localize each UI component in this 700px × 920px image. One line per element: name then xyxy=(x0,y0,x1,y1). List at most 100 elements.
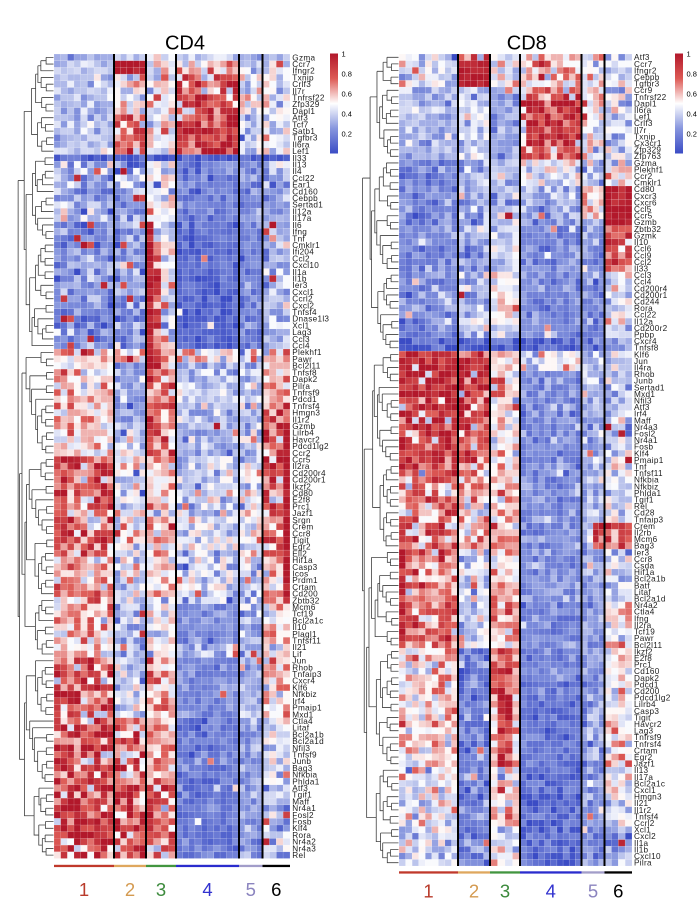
svg-text:Hmgn3: Hmgn3 xyxy=(634,793,662,802)
svg-text:Nr4a3: Nr4a3 xyxy=(292,844,316,853)
svg-text:Tnfsf8: Tnfsf8 xyxy=(634,344,659,353)
svg-text:0.4: 0.4 xyxy=(342,109,352,118)
svg-text:Il12a: Il12a xyxy=(634,317,653,326)
svg-text:Il2rb: Il2rb xyxy=(634,529,652,538)
svg-text:Ccl3: Ccl3 xyxy=(292,335,310,344)
svg-text:Mxd1: Mxd1 xyxy=(292,710,313,719)
svg-text:2: 2 xyxy=(125,879,135,900)
svg-text:Ccr5: Ccr5 xyxy=(292,456,311,465)
svg-text:Klf6: Klf6 xyxy=(292,683,307,692)
svg-text:0.6: 0.6 xyxy=(342,89,352,98)
svg-text:Ikzf2: Ikzf2 xyxy=(634,647,653,656)
svg-text:Atf3: Atf3 xyxy=(292,784,308,793)
svg-text:Cd200r4: Cd200r4 xyxy=(292,469,326,478)
svg-text:Phlda1: Phlda1 xyxy=(634,489,661,498)
svg-text:Ccr9: Ccr9 xyxy=(634,86,653,95)
svg-text:Maff: Maff xyxy=(634,416,651,425)
svg-text:Csda: Csda xyxy=(634,562,654,571)
svg-text:Pdcd1: Pdcd1 xyxy=(634,680,659,689)
svg-text:1: 1 xyxy=(342,49,346,58)
svg-text:Havcr2: Havcr2 xyxy=(634,720,662,729)
svg-text:Fosl2: Fosl2 xyxy=(292,811,314,820)
svg-text:Nfkbiz: Nfkbiz xyxy=(634,482,659,491)
svg-text:Prdm1: Prdm1 xyxy=(292,576,318,585)
svg-text:1: 1 xyxy=(687,49,691,58)
svg-text:Hif1a: Hif1a xyxy=(292,556,313,565)
svg-text:Gzmk: Gzmk xyxy=(634,231,657,240)
svg-text:Bag3: Bag3 xyxy=(634,542,654,551)
svg-text:Tnfrsf4: Tnfrsf4 xyxy=(292,402,320,411)
svg-text:Ifngr2: Ifngr2 xyxy=(292,67,315,76)
svg-text:Tcf19: Tcf19 xyxy=(292,610,313,619)
svg-text:Cmklr1: Cmklr1 xyxy=(634,179,662,188)
svg-text:Cx3cr1: Cx3cr1 xyxy=(634,139,662,148)
svg-text:Il7r: Il7r xyxy=(292,87,305,96)
svg-text:Fosb: Fosb xyxy=(292,818,312,827)
svg-text:E2f8: E2f8 xyxy=(634,654,652,663)
svg-text:Cxcl10: Cxcl10 xyxy=(634,852,661,861)
svg-text:0.6: 0.6 xyxy=(687,89,697,98)
svg-text:Nfkbiz: Nfkbiz xyxy=(292,690,317,699)
svg-text:Satb1: Satb1 xyxy=(292,127,315,136)
svg-text:Pilra: Pilra xyxy=(634,859,652,868)
svg-text:Il10: Il10 xyxy=(634,238,649,247)
svg-text:Prc1: Prc1 xyxy=(292,502,310,511)
svg-text:Zfp329: Zfp329 xyxy=(292,100,319,109)
svg-text:Il12a: Il12a xyxy=(292,207,311,216)
svg-text:Mxd1: Mxd1 xyxy=(634,390,655,399)
svg-text:Litaf: Litaf xyxy=(634,588,651,597)
svg-text:Crlf3: Crlf3 xyxy=(292,80,311,89)
svg-text:Ccl2: Ccl2 xyxy=(292,254,310,263)
svg-text:Cd80: Cd80 xyxy=(292,489,313,498)
svg-text:Irf4: Irf4 xyxy=(292,697,305,706)
svg-text:Nr4a2: Nr4a2 xyxy=(634,601,658,610)
svg-text:Sertad1: Sertad1 xyxy=(634,383,665,392)
svg-text:Klf6: Klf6 xyxy=(634,350,649,359)
svg-text:Srgn: Srgn xyxy=(292,516,311,525)
svg-text:E2f8: E2f8 xyxy=(292,496,310,505)
svg-text:Tnfsf8: Tnfsf8 xyxy=(292,368,317,377)
svg-text:Tnfrsf22: Tnfrsf22 xyxy=(634,93,667,102)
svg-text:Rora: Rora xyxy=(634,304,653,313)
svg-text:Il33: Il33 xyxy=(634,264,649,273)
svg-text:Nr4a1: Nr4a1 xyxy=(634,436,658,445)
svg-text:Tnfsf9: Tnfsf9 xyxy=(292,750,317,759)
svg-text:Tnfrsf4: Tnfrsf4 xyxy=(634,740,662,749)
svg-text:Gzma: Gzma xyxy=(634,159,657,168)
svg-text:Il4ra: Il4ra xyxy=(634,363,652,372)
svg-text:Ccr8: Ccr8 xyxy=(292,529,311,538)
svg-text:Xcl1: Xcl1 xyxy=(634,826,651,835)
svg-text:Icos: Icos xyxy=(292,569,308,578)
svg-text:Bcl2l11: Bcl2l11 xyxy=(292,362,320,371)
svg-text:Lef1: Lef1 xyxy=(634,113,651,122)
svg-text:Cmklr1: Cmklr1 xyxy=(292,241,320,250)
svg-text:Tnfsf4: Tnfsf4 xyxy=(634,812,659,821)
svg-text:Rora: Rora xyxy=(292,831,311,840)
svg-text:Ccl2: Ccl2 xyxy=(634,258,652,267)
svg-text:Zbtb32: Zbtb32 xyxy=(634,225,661,234)
svg-text:Cxcl2: Cxcl2 xyxy=(292,301,314,310)
svg-text:Il4: Il4 xyxy=(292,167,302,176)
svg-text:Il6: Il6 xyxy=(292,221,302,230)
svg-text:Egr2: Egr2 xyxy=(292,543,311,552)
svg-text:Klf4: Klf4 xyxy=(292,824,307,833)
svg-text:Xcl1: Xcl1 xyxy=(292,321,309,330)
svg-text:Sertad1: Sertad1 xyxy=(292,201,323,210)
svg-text:Nr4a2: Nr4a2 xyxy=(292,838,316,847)
svg-text:Tnfrsf9: Tnfrsf9 xyxy=(634,733,662,742)
svg-text:Il17a: Il17a xyxy=(292,214,311,223)
svg-text:Ccl6: Ccl6 xyxy=(634,245,652,254)
svg-text:Tnfsf11: Tnfsf11 xyxy=(292,637,321,646)
svg-text:Il1b: Il1b xyxy=(634,845,649,854)
svg-text:Lef1: Lef1 xyxy=(292,147,309,156)
svg-text:Ccr8: Ccr8 xyxy=(634,555,653,564)
svg-text:Il1b: Il1b xyxy=(292,274,307,283)
svg-text:Zfp763: Zfp763 xyxy=(634,152,661,161)
svg-text:Rel: Rel xyxy=(292,851,305,860)
svg-text:Dnase1l3: Dnase1l3 xyxy=(292,315,329,324)
svg-text:Pdcd1: Pdcd1 xyxy=(292,395,317,404)
svg-text:Cd200r4: Cd200r4 xyxy=(634,284,668,293)
svg-text:Cxcl2: Cxcl2 xyxy=(634,832,656,841)
svg-text:Ccl4: Ccl4 xyxy=(292,342,310,351)
svg-text:Fosl2: Fosl2 xyxy=(634,429,656,438)
